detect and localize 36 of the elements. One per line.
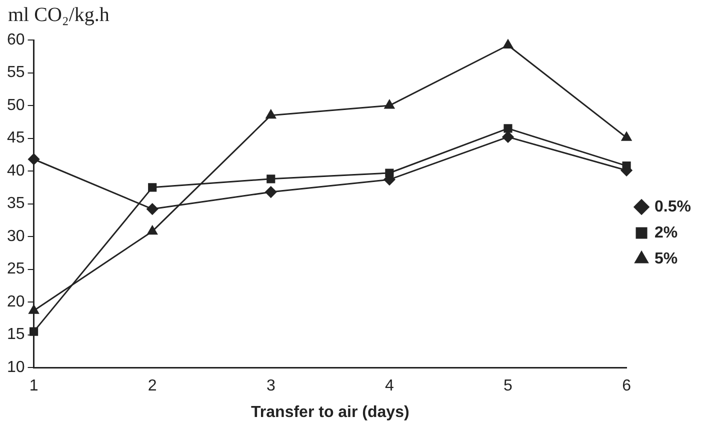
y-tick-label: 25 [7, 260, 25, 278]
y-tick-label: 40 [7, 162, 25, 180]
y-tick-label: 60 [7, 31, 25, 48]
point [265, 186, 277, 198]
legend-label: 0.5% [654, 198, 691, 216]
x-tick-label: 5 [504, 378, 513, 395]
legend-label: 5% [654, 250, 678, 268]
y-tick-label: 50 [7, 96, 25, 114]
y-tick-label: 45 [7, 130, 25, 147]
point [28, 304, 39, 314]
x-tick-label: 1 [29, 378, 38, 395]
point [384, 100, 395, 109]
y-tick-label: 20 [7, 293, 25, 310]
point [621, 132, 632, 141]
x-tick-label: 6 [622, 378, 632, 395]
y-axis-title: ml CO₂/kg.h [8, 4, 110, 27]
point [146, 203, 158, 215]
y-tick-label: 10 [7, 359, 25, 376]
y-tick-label: 15 [7, 326, 25, 344]
point [502, 39, 514, 48]
point [147, 226, 158, 235]
y-tick-label: 30 [7, 228, 25, 245]
point [30, 327, 38, 336]
point [266, 110, 276, 119]
point [504, 124, 512, 133]
x-tick-label: 3 [266, 378, 276, 395]
y-tick-label: 55 [7, 64, 25, 82]
y-tick-label: 35 [7, 195, 25, 212]
legend-label: 2% [654, 224, 678, 242]
point [266, 174, 276, 184]
point [148, 183, 157, 192]
point [502, 131, 514, 143]
x-tick-label: 2 [148, 378, 157, 395]
x-tick-label: 4 [384, 378, 394, 395]
x-axis-title: Transfer to air (days) [251, 404, 410, 421]
point [28, 153, 40, 165]
